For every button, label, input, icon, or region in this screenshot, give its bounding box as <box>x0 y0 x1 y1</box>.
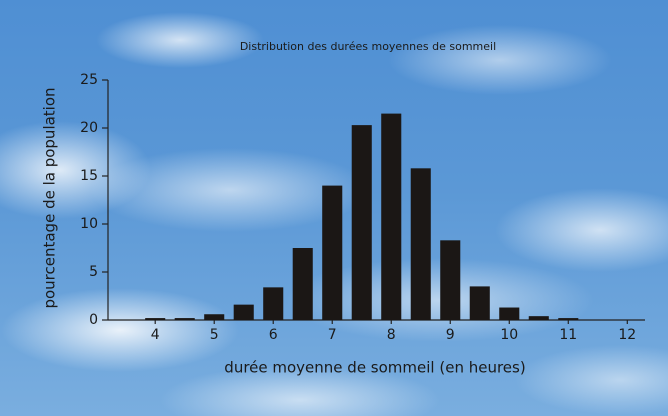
chart-title: Distribution des durées moyennes de somm… <box>240 40 496 53</box>
x-tick-label: 10 <box>500 327 518 343</box>
bar <box>529 316 549 320</box>
y-axis-label: pourcentage de la population <box>41 87 59 308</box>
screenshot: {"chart_data": {"type": "bar", "title": … <box>0 0 668 416</box>
x-tick-label: 4 <box>151 327 160 343</box>
bar <box>175 318 195 320</box>
x-axis-label: durée moyenne de sommeil (en heures) <box>224 359 525 377</box>
bar <box>204 314 224 320</box>
y-tick-label: 20 <box>80 120 98 136</box>
bar <box>322 186 342 320</box>
bar <box>411 168 431 320</box>
x-tick-label: 5 <box>210 327 219 343</box>
bar <box>381 114 401 320</box>
y-tick-label: 0 <box>89 312 98 328</box>
bar <box>499 308 519 320</box>
x-tick-label: 12 <box>618 327 636 343</box>
y-tick-label: 5 <box>89 264 98 280</box>
bar <box>263 287 283 320</box>
bar <box>293 248 313 320</box>
bar <box>470 286 490 320</box>
y-tick-label: 25 <box>80 72 98 88</box>
x-tick-label: 11 <box>559 327 577 343</box>
x-tick-label: 6 <box>269 327 278 343</box>
bar <box>440 240 460 320</box>
bar <box>352 125 372 320</box>
x-tick-label: 9 <box>446 327 455 343</box>
y-tick-label: 15 <box>80 168 98 184</box>
y-tick-label: 10 <box>80 216 98 232</box>
x-tick-label: 7 <box>328 327 337 343</box>
chart: Distribution des durées moyennes de somm… <box>0 0 668 416</box>
bar <box>145 318 165 320</box>
bar <box>234 305 254 320</box>
x-tick-label: 8 <box>387 327 396 343</box>
bar <box>558 318 578 320</box>
